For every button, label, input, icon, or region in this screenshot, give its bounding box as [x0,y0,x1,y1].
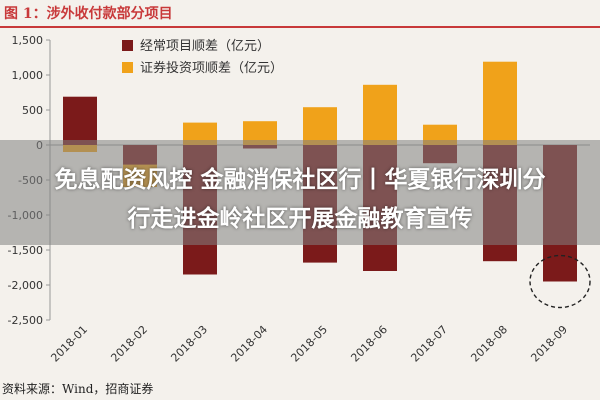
bar-securities-2018-03 [183,122,217,145]
x-tick-label: 2018-08 [468,323,510,365]
bar-securities-2018-05 [303,107,337,145]
headline-line-1[interactable]: 免息配资风控 金融消保社区行丨华夏银行深圳分 [54,167,546,193]
legend-swatch-1 [122,62,133,73]
highlight-circle [529,254,591,309]
x-tick-label: 2018-02 [108,323,150,365]
bar-securities-2018-06 [363,84,397,145]
bar-securities-2018-04 [243,121,277,145]
y-tick-label: 1,500 [12,34,44,47]
headline-line-2[interactable]: 行走进金岭社区开展金融教育宣传 [127,206,473,232]
figure-title-bar: 图 1：涉外收付款部分项目 [0,0,600,28]
y-tick-label: -2,500 [8,314,43,327]
legend-label-1: 证券投资项顺差（亿元） [140,60,283,76]
y-tick-label: -1,500 [8,244,43,257]
y-tick-label: -2,000 [8,279,43,292]
x-tick-label: 2018-03 [168,323,210,365]
bar-securities-2018-07 [423,124,457,145]
source-note: 资料来源：Wind，招商证券 [2,382,154,396]
x-tick-label: 2018-05 [288,323,330,365]
bar-current-account-2018-01 [63,96,97,145]
x-tick-label: 2018-04 [228,323,270,365]
x-tick-label: 2018-09 [528,323,570,365]
bar-securities-2018-08 [483,61,517,146]
x-tick-label: 2018-06 [348,323,390,365]
x-tick-label: 2018-01 [48,323,90,365]
legend-swatch-0 [122,40,133,51]
y-tick-label: 1,000 [12,69,44,82]
y-tick-label: 500 [22,104,43,117]
x-tick-label: 2018-07 [408,323,450,365]
figure-title: 图 1：涉外收付款部分项目 [4,6,173,22]
headline-overlay[interactable]: 免息配资风控 金融消保社区行丨华夏银行深圳分 行走进金岭社区开展金融教育宣传 [0,140,600,245]
legend-label-0: 经常项目顺差（亿元） [140,39,270,54]
